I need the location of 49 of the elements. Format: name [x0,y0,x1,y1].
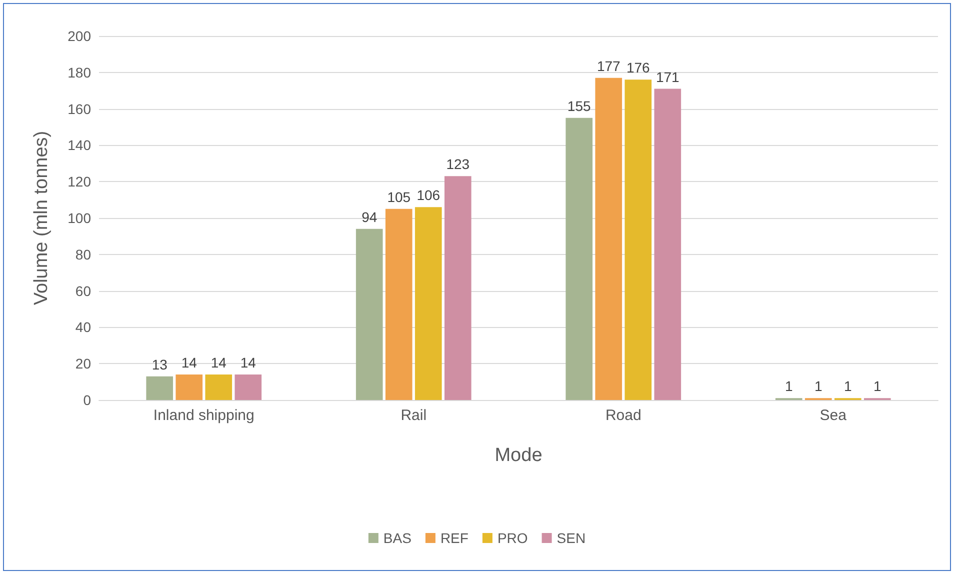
bar [654,88,682,400]
bar [234,374,262,400]
bar [146,376,174,400]
x-tick-label: Sea [820,407,848,424]
data-label: 1 [784,378,793,394]
y-tick-label: 80 [75,246,92,262]
bar [566,118,593,400]
y-axis-title: Volume (mln tonnes) [31,130,52,306]
bar [444,176,472,400]
data-label: 14 [181,354,198,371]
data-label: 14 [240,354,256,371]
data-label: 1 [873,378,882,394]
y-tick-label: 0 [83,392,92,408]
x-tick-label: Rail [400,407,427,424]
data-label: 123 [446,156,470,172]
data-label: 155 [567,98,591,114]
data-label: 13 [152,356,168,372]
y-tick-label: 200 [68,28,92,44]
y-tick-label: 20 [75,356,92,372]
x-axis-title: Mode [494,445,542,466]
legend-label: REF [440,530,468,546]
y-tick-label: 180 [68,64,92,80]
bar [356,228,383,400]
y-tick-label: 100 [68,210,92,226]
y-tick-label: 60 [75,282,92,299]
x-tick-label: Road [605,407,642,424]
bar [176,374,203,400]
legend-label: SEN [556,530,586,546]
data-label: 1 [814,378,822,394]
bar [385,208,412,400]
data-label: 171 [656,68,680,85]
data-label: 176 [626,60,650,76]
y-tick-label: 120 [68,174,92,190]
legend-label: PRO [497,530,528,546]
data-label: 14 [210,354,227,371]
data-label: 105 [387,188,411,205]
y-tick-label: 40 [75,319,92,336]
y-tick-label: 140 [68,137,92,154]
y-tick-label: 160 [68,100,92,117]
legend-label: BAS [383,530,412,546]
bar [414,207,442,400]
data-label: 177 [596,58,621,74]
data-label: 94 [362,208,378,225]
bar [205,374,232,400]
data-label: 1 [844,378,852,394]
x-tick-label: Inland shipping [153,407,254,424]
bar [624,80,652,400]
data-label: 106 [416,187,440,204]
bar [595,78,622,400]
